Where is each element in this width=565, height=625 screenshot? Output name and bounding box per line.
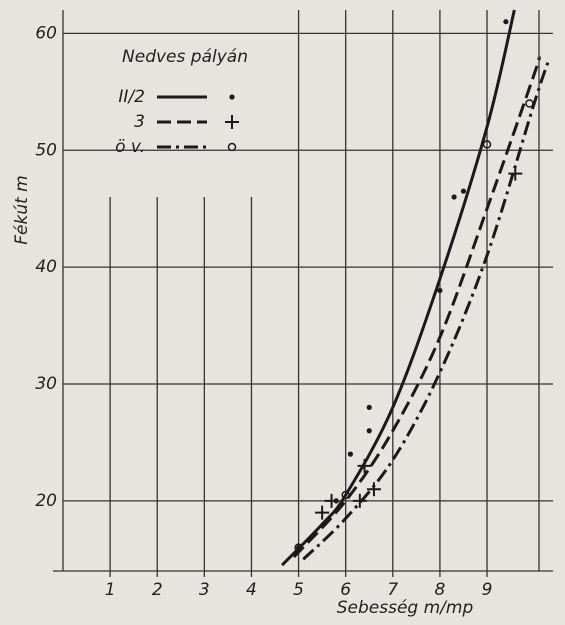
y-tick-label: 30: [35, 374, 57, 394]
point: [225, 115, 239, 129]
point: [315, 505, 330, 520]
legend-label: 3: [134, 112, 145, 132]
y-tick-label: 50: [35, 140, 57, 160]
point: [324, 493, 339, 508]
x-axis-label: Sebesség m/mp: [337, 598, 474, 618]
point: [508, 166, 523, 181]
x-tick-label: 3: [199, 580, 210, 600]
legend-label: II/2: [118, 87, 145, 107]
point: [437, 287, 443, 294]
y-tick-label: 40: [35, 257, 57, 277]
legend-label: ö v.: [115, 137, 145, 157]
point: [357, 458, 372, 473]
point: [366, 428, 372, 434]
point: [460, 188, 467, 194]
point: [366, 482, 381, 497]
y-tick-label: 20: [35, 491, 57, 511]
x-tick-label: 2: [152, 580, 163, 600]
point: [341, 490, 350, 500]
y-axis-label: Fékút m: [12, 175, 32, 245]
x-tick-label: 8: [435, 580, 446, 600]
x-tick-label: 9: [482, 580, 493, 600]
point: [503, 19, 509, 25]
x-tick-label: 5: [293, 580, 304, 600]
point: [229, 94, 235, 100]
point: [294, 543, 303, 552]
point: [451, 194, 457, 200]
curve: [302, 60, 550, 561]
point: [227, 142, 237, 152]
curve: [281, 9, 516, 567]
x-tick-label: 6: [340, 580, 351, 600]
point: [482, 140, 492, 149]
x-tick-label: 1: [105, 580, 116, 600]
legend-title: Nedves pályán: [122, 47, 248, 67]
x-tick-label: 4: [246, 580, 257, 600]
x-tick-label: 7: [387, 580, 398, 600]
point: [366, 404, 372, 410]
point: [347, 451, 354, 457]
point: [525, 99, 534, 108]
curve: [292, 56, 541, 558]
y-tick-label: 60: [35, 23, 57, 43]
